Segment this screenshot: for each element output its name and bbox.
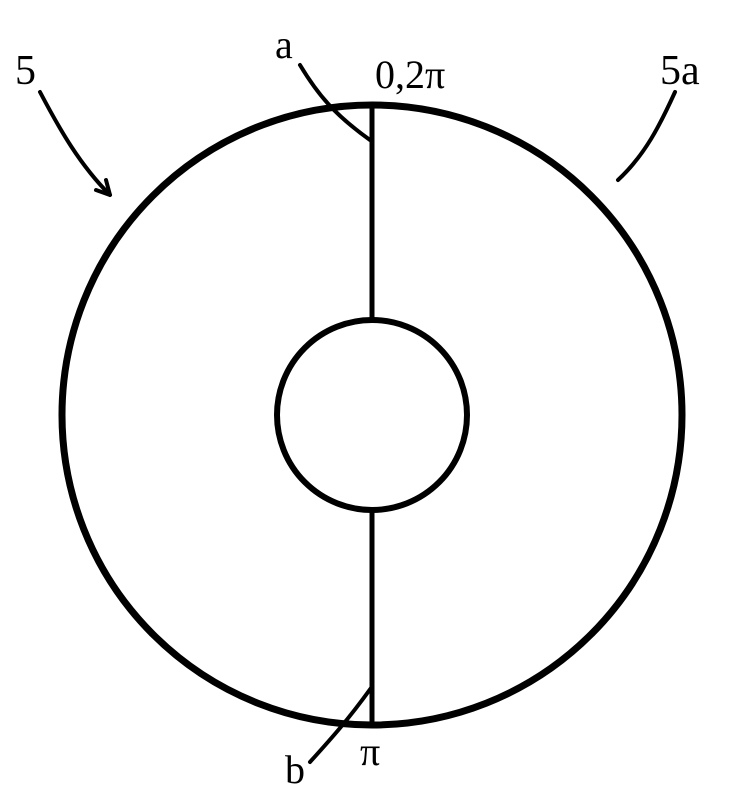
label-5a: 5a: [660, 50, 700, 92]
label-top-angle: 0,2π: [375, 55, 445, 95]
label-a: a: [275, 25, 293, 65]
label-bottom-angle: π: [360, 732, 380, 772]
diagram-stage: 0,2π π a b 5 5a: [0, 0, 744, 799]
leader-5: [40, 92, 110, 195]
label-b: b: [285, 750, 305, 790]
label-5: 5: [15, 50, 36, 92]
diagram-svg: [0, 0, 744, 799]
inner-circle: [277, 320, 467, 510]
leader-5a: [618, 92, 675, 180]
